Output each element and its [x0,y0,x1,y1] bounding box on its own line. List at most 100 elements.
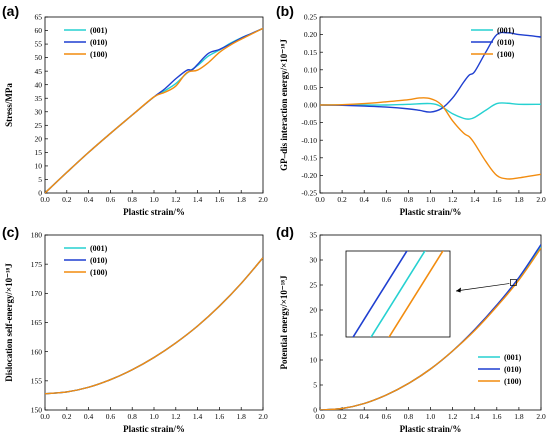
x-tick-label: 0.8 [128,195,138,204]
y-tick-label: 0.05 [304,83,317,92]
series-line-1 [45,27,263,193]
zoom-arrow-head [456,287,461,293]
x-axis-title: Plastic strain/% [123,207,185,217]
series-line-0 [320,102,541,120]
chart-panel-4: (d) 0.0 0.2 0.4 0.6 0.8 1.0 1.2 1.4 1.6 1.8 2.0 0 5 10… [276,224,546,434]
legend: (001) (010) (100) [478,353,522,386]
panel-label: (d) [276,224,294,240]
y-tick-label: 10 [35,162,43,171]
y-tick-label: -0.15 [301,153,317,162]
x-axis-title: Plastic strain/% [123,424,185,434]
y-axis-title: Dislocation self-energy/×10⁻¹⁸J [4,263,14,382]
x-tick-label: 1.8 [237,412,247,421]
y-tick-label: -0.25 [301,189,317,198]
x-tick-label: 2.0 [536,412,546,421]
legend-label: (001) [90,26,108,35]
y-tick-label: 150 [31,406,43,415]
zoom-arrow-line [455,283,510,292]
x-axis-title: Plastic strain/% [400,207,462,217]
inset-line-1 [352,251,408,337]
y-tick-label: 20 [310,306,318,315]
x-tick-label: 0.6 [382,195,392,204]
y-tick-label: 15 [310,331,318,340]
legend-label: (100) [504,377,522,386]
y-tick-label: 0.25 [304,13,317,22]
x-tick-label: 0.2 [62,195,72,204]
y-tick-label: 20 [35,134,43,143]
chart-panel-2: (b) 0.0 0.2 0.4 0.6 0.8 1.0 1.2 1.4 1.6 1.8 2.0 0.25… [276,3,546,217]
x-tick-label: 1.4 [193,412,203,421]
x-tick-label: 0.0 [40,195,50,204]
y-tick-label: 35 [35,94,43,103]
x-tick-label: 1.8 [514,412,524,421]
panel-label: (b) [276,3,294,19]
legend-label: (010) [497,38,515,47]
y-tick-label: 5 [313,381,317,390]
y-tick-label: 65 [35,13,43,22]
x-tick-label: 0.6 [106,195,116,204]
x-tick-label: 2.0 [258,412,268,421]
x-tick-label: 1.4 [470,412,480,421]
y-tick-label: 0 [313,406,317,415]
y-tick-label: 155 [31,376,43,385]
x-axis-title: Plastic strain/% [400,424,462,434]
y-tick-label: 60 [35,26,43,35]
x-tick-label: 0.0 [40,412,50,421]
x-tick-label: 0.2 [337,412,347,421]
y-tick-label: 50 [35,53,43,62]
y-tick-label: 30 [310,256,318,265]
x-tick-label: 1.6 [215,195,225,204]
legend: (001) (010) (100) [64,244,108,277]
y-tick-label: 0 [38,189,42,198]
x-tick-label: 0.8 [128,412,138,421]
x-tick-label: 0.0 [315,195,325,204]
y-tick-label: 10 [310,356,318,365]
series-line-2 [320,247,541,410]
legend-label: (001) [90,244,108,253]
inset [345,250,517,338]
y-tick-label: 45 [35,67,43,76]
y-tick-label: 40 [35,80,43,89]
y-tick-label: -0.05 [301,118,317,127]
y-axis-title: Stress/MPa [4,83,14,127]
legend-label: (010) [90,256,108,265]
x-tick-label: 1.8 [237,195,247,204]
x-tick-label: 1.4 [470,195,480,204]
y-tick-label: 0.10 [304,65,317,74]
x-tick-label: 1.6 [492,412,502,421]
x-tick-label: 1.2 [448,412,458,421]
chart-panel-3: (c) 0.0 0.2 0.4 0.6 0.8 1.0 1.2 1.4 1.6 1.8 2.0 150 1… [2,224,268,434]
x-tick-label: 0.6 [106,412,116,421]
y-tick-label: 170 [31,289,43,298]
x-tick-label: 0.6 [382,412,392,421]
series-line-2 [45,27,263,193]
y-tick-label: 180 [31,231,43,240]
x-tick-label: 0.4 [84,412,94,421]
y-tick-label: 175 [31,260,43,269]
x-tick-label: 0.2 [337,195,347,204]
series-line-1 [320,31,541,113]
y-tick-label: 25 [310,281,318,290]
x-tick-label: 0.8 [404,412,414,421]
y-tick-label: 55 [35,40,43,49]
legend-label: (001) [504,353,522,362]
series-line-0 [45,27,263,193]
legend-label: (010) [504,365,522,374]
y-tick-label: 35 [310,231,318,240]
x-tick-label: 1.2 [171,412,181,421]
y-tick-label: -0.10 [301,136,317,145]
y-tick-label: -0.20 [301,171,317,180]
legend-label: (010) [90,38,108,47]
plot-frame [44,234,264,411]
x-tick-label: 0.0 [315,412,325,421]
panel-label: (c) [2,224,19,240]
series-line-0 [45,257,263,395]
series-line-2 [45,257,263,395]
x-tick-label: 1.2 [448,195,458,204]
y-tick-label: 30 [35,107,43,116]
series-line-2 [320,97,541,180]
y-tick-label: 25 [35,121,43,130]
inset-line-0 [370,251,426,337]
series-line-1 [45,257,263,395]
